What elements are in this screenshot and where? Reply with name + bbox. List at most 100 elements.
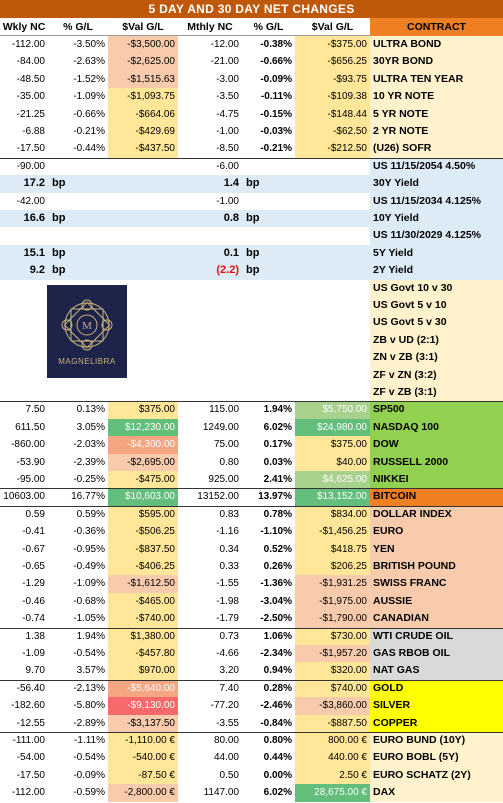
table-row: -90.00 -6.00 US 11/15/2054 4.50%: [0, 157, 503, 176]
cell-contract: ZB v UD (2:1): [370, 331, 503, 350]
table-row: 17.2 bp 1.4 bp 30Y Yield: [0, 175, 503, 193]
cell-mthly-nc: 115.00: [209, 404, 239, 416]
cell-mthly-pct: -3.04%: [260, 595, 292, 607]
cell-mthly-val: [295, 314, 370, 331]
cell-wkly-nc: -1.09: [22, 648, 45, 659]
cell-contract: 30Y Yield: [370, 175, 503, 193]
table-row: -17.50 -0.44% -$437.50 -8.50 -0.21% -$212.50(…: [0, 140, 503, 158]
cell-mthly-val: $206.25: [295, 558, 370, 576]
cell-mthly-val: $375.00: [295, 436, 370, 454]
table-row: ZF v ZB (3:1): [0, 384, 503, 402]
cell-wkly-val: -$406.25: [108, 558, 178, 576]
cell-wkly-nc: -84.00: [16, 56, 45, 68]
cell-wkly-pct: -0.66%: [73, 108, 105, 120]
cell-wkly-nc: -48.50: [16, 73, 45, 85]
cell-mthly-pct: -0.09%: [260, 73, 292, 85]
cell-mthly-val: -$3,860.00: [295, 697, 370, 715]
cell-wkly-pct: -2.03%: [73, 439, 105, 451]
cell-wkly-nc: [0, 227, 48, 244]
cell-mthly-pct: [242, 158, 295, 175]
cell-mthly-pct: 0.80%: [263, 735, 292, 746]
cell-mthly-val: -$887.50: [295, 714, 370, 732]
table-row: US 11/30/2029 4.125%: [0, 227, 503, 245]
cell-wkly-nc: -95.00: [16, 474, 45, 485]
section-divider: [0, 679, 503, 681]
cell-wkly-pct: 3.05%: [76, 421, 105, 433]
cell-contract: 5 YR NOTE: [370, 105, 503, 123]
cell-mthly-pct: 13.97%: [258, 491, 292, 503]
cell-wkly-nc: [0, 314, 48, 331]
cell-wkly-pct: [48, 193, 108, 210]
cell-mthly-val: -$93.75: [295, 70, 370, 89]
table-row: -84.00 -2.63% -$2,625.00 -21.00 -0.66% -$656.…: [0, 53, 503, 71]
cell-mthly-pct: 0.03%: [263, 456, 292, 468]
table-row: 9.2 bp (2.2) bp 2Y Yield: [0, 262, 503, 280]
cell-mthly-nc: 75.00: [213, 439, 239, 451]
table-row: -0.74 -1.05% -$740.00 -1.79 -2.50% -$1,790.00…: [0, 610, 503, 628]
section-divider: [0, 401, 503, 403]
cell-mthly-pct: [242, 332, 295, 349]
cell-wkly-val: $595.00: [108, 505, 178, 524]
table-row: -1.09 -0.54% -$457.80 -4.66 -2.34% -$1,957.20…: [0, 645, 503, 663]
cell-contract: US 11/15/2054 4.50%: [370, 157, 503, 176]
cell-wkly-val: -$475.00: [108, 471, 178, 489]
header-mthly-pct: % G/L: [253, 21, 284, 33]
cell-wkly-nc: -1.29: [22, 578, 45, 590]
table-row: -182.60 -5.80% -$9,130.00 -77.20 -2.46% -$3,8…: [0, 697, 503, 715]
cell-mthly-nc: 0.83: [219, 508, 239, 520]
cell-contract: NASDAQ 100: [370, 418, 503, 437]
cell-mthly-pct: [242, 349, 295, 366]
cell-wkly-val: -$437.50: [108, 140, 178, 158]
cell-contract: 2 YR NOTE: [370, 123, 503, 141]
table-row: 611.50 3.05% $12,230.00 1249.00 6.02% $24,980…: [0, 418, 503, 437]
table-row: 16.6 bp 0.8 bp 10Y Yield: [0, 210, 503, 228]
cell-mthly-nc: -1.55: [216, 578, 239, 590]
cell-mthly-val: [295, 384, 370, 401]
cell-contract: NAT GAS: [370, 662, 503, 680]
cell-wkly-pct: -0.54%: [73, 648, 105, 659]
cell-wkly-val: -$506.25: [108, 523, 178, 541]
cell-mthly-nc: 13152.00: [197, 491, 239, 503]
cell-mthly-nc: -12.00: [210, 39, 239, 50]
cell-mthly-val: [295, 262, 370, 279]
cell-wkly-nc: 9.2: [29, 264, 45, 277]
cell-contract: ZN v ZB (3:1): [370, 349, 503, 367]
table-row: -54.00 -0.54% -540.00 € 44.00 0.44% 440.00 € E…: [0, 749, 503, 767]
cell-wkly-pct: 16.77%: [71, 491, 105, 503]
table-row: 7.50 0.13% $375.00 115.00 1.94% $5,750.00 SP50…: [0, 401, 503, 419]
cell-mthly-nc: 7.40: [219, 682, 239, 694]
cell-wkly-nc: -6.88: [22, 126, 45, 137]
cell-mthly-nc: 3.20: [219, 665, 239, 677]
header-wkly-pct: % G/L: [63, 21, 93, 33]
cell-contract: AUSSIE: [370, 592, 503, 611]
cell-wkly-nc: 17.2: [23, 177, 45, 190]
cell-wkly-pct: -2.89%: [73, 717, 105, 729]
cell-mthly-val: 28,675.00 €: [295, 784, 370, 802]
cell-wkly-pct: -0.68%: [73, 595, 105, 607]
cell-wkly-val: -$3,137.50: [108, 714, 178, 732]
cell-contract: NIKKEI: [370, 471, 503, 489]
cell-wkly-pct: -0.54%: [73, 752, 105, 764]
cell-mthly-val: -$1,456.25: [295, 523, 370, 541]
cell-wkly-nc: -0.41: [22, 526, 45, 538]
table-row: -17.50 -0.09% -87.50 € 0.50 0.00% 2.50 € EURO …: [0, 766, 503, 785]
cell-wkly-pct: bp: [52, 212, 66, 224]
column-header-row: Wkly NC % G/L $Val G/L Mthly NC % G/L $V…: [0, 18, 503, 36]
cell-contract: US 11/30/2029 4.125%: [370, 227, 503, 245]
cell-mthly-val: -$1,931.25: [295, 575, 370, 593]
cell-mthly-nc: -3.55: [216, 717, 239, 729]
cell-mthly-val: [295, 227, 370, 244]
cell-wkly-val: -$3,500.00: [108, 36, 178, 54]
table-row: -48.50 -1.52% -$1,515.63 -3.00 -0.09% -$93.75…: [0, 70, 503, 89]
magnelibra-logo: M MAGNELIBRA: [47, 285, 127, 378]
cell-wkly-nc: 10603.00: [3, 491, 45, 503]
cell-wkly-nc: [0, 297, 48, 314]
cell-mthly-nc: -1.00: [216, 126, 239, 137]
cell-wkly-nc: 9.70: [25, 665, 45, 677]
cell-wkly-pct: -0.36%: [73, 526, 105, 538]
cell-mthly-nc: [178, 367, 242, 384]
table-row: -0.67 -0.95% -$837.50 0.34 0.52% $418.75 YEN: [0, 540, 503, 558]
cell-wkly-pct: -2.63%: [73, 56, 105, 68]
cell-wkly-val: -$837.50: [108, 540, 178, 558]
cell-wkly-nc: -17.50: [16, 769, 45, 781]
